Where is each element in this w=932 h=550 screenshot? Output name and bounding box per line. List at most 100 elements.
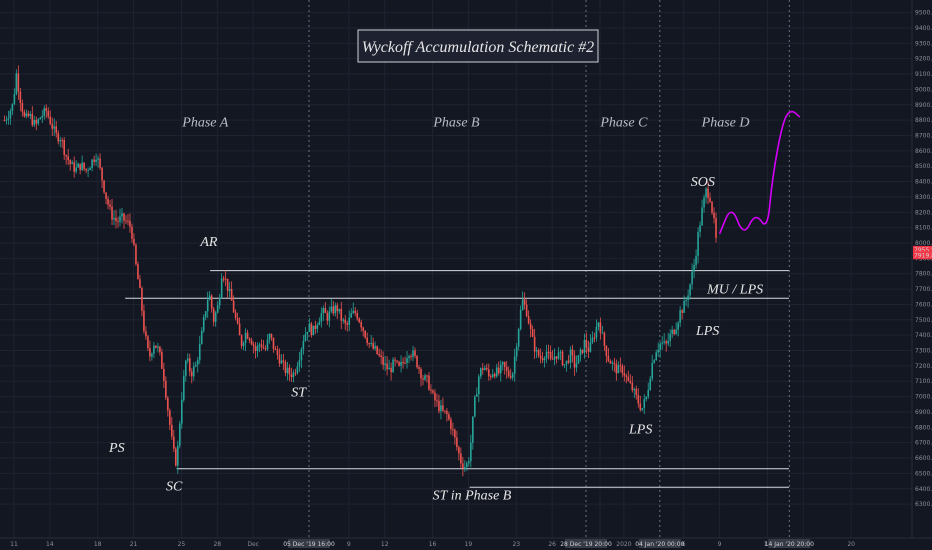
candle-body [561, 351, 564, 366]
candle-body [179, 423, 181, 446]
candle-body [37, 119, 40, 124]
price-tick-label: 8400.0 [915, 179, 932, 186]
candle-body [55, 126, 58, 133]
candle-body [133, 238, 135, 245]
candle-body [167, 397, 169, 411]
price-tick-label: 9000.0 [915, 86, 932, 93]
candle-body [489, 376, 492, 378]
price-tick-label: 9400.0 [915, 25, 932, 32]
candle-body [625, 375, 628, 377]
candle-body [581, 349, 584, 353]
candle-body [603, 332, 606, 346]
candle-body [71, 162, 73, 165]
candle-body [585, 339, 588, 348]
candle-body [346, 323, 349, 325]
price-tick-label: 7400.0 [915, 332, 932, 339]
candle-body [691, 271, 693, 285]
candle-body [109, 204, 111, 207]
candle-body [499, 364, 502, 374]
candle-body [39, 117, 42, 120]
candle-body [613, 362, 616, 364]
candle-body [641, 408, 644, 410]
candle-body [145, 331, 147, 337]
price-tick-label: 6700.0 [915, 440, 932, 447]
time-tag-label: 05 Dec '19 16:00 [283, 541, 335, 548]
candle-body [623, 372, 626, 376]
candle-body [292, 372, 295, 378]
candle-body [350, 313, 353, 318]
candle-body [699, 225, 701, 233]
candle-body [45, 108, 48, 111]
time-tag-label: 04 Jan '20 00:00 [635, 541, 684, 548]
price-tick-label: 7800.0 [915, 271, 932, 278]
candle-body [579, 349, 582, 356]
candle-body [125, 220, 127, 222]
candle-body [69, 160, 71, 165]
candle-body [268, 333, 271, 340]
candle-body [444, 410, 446, 412]
candle-body [306, 331, 309, 335]
candle-body [651, 362, 654, 379]
time-tick-label: 20 [847, 541, 855, 548]
price-tick-label: 8200.0 [915, 209, 932, 216]
candle-body [655, 352, 658, 361]
candle-body [547, 351, 550, 353]
candle-body [466, 463, 468, 468]
candle-body [450, 419, 452, 430]
candle-body [3, 120, 6, 122]
candle-body [661, 342, 663, 344]
price-tick-label: 8800.0 [915, 117, 932, 124]
candle-body [539, 355, 542, 359]
candle-body [182, 375, 185, 400]
candle-body [81, 162, 83, 170]
candle-body [633, 389, 636, 391]
candle-body [607, 356, 610, 361]
forecast-line [718, 110, 801, 235]
candle-body [364, 330, 366, 338]
candle-body [119, 216, 121, 222]
candle-body [188, 358, 191, 372]
candle-body [392, 359, 394, 373]
candle-body [378, 353, 380, 356]
phase-label: Phase A [181, 115, 228, 130]
candle-body [35, 119, 38, 124]
candle-body [495, 367, 498, 377]
candle-body [264, 348, 267, 350]
price-tick-label: 6600.0 [915, 455, 932, 462]
candle-body [370, 343, 372, 345]
time-tick-label: 14 [46, 541, 54, 548]
candle-body [218, 298, 221, 306]
annotation-label: PS [108, 441, 125, 456]
candle-body [121, 213, 123, 217]
candle-body [529, 323, 532, 330]
candle-body [200, 330, 203, 344]
candle-body [79, 163, 81, 170]
candle-body [360, 322, 362, 328]
candle-body [537, 350, 540, 356]
candle-body [454, 429, 456, 438]
candle-body [448, 414, 450, 420]
candle-body [308, 323, 311, 332]
candle-body [155, 345, 157, 348]
candle-body [543, 358, 546, 361]
candle-body [228, 289, 231, 291]
candle-body [491, 374, 494, 377]
candle-body [65, 154, 67, 157]
time-tick-label: 26 [548, 541, 556, 548]
candle-body [396, 360, 398, 362]
candle-body [310, 323, 313, 336]
candle-body [135, 244, 137, 265]
candle-body [214, 312, 217, 322]
candle-body [240, 335, 243, 347]
candle-body [23, 111, 26, 117]
candle-body [238, 323, 241, 336]
price-tick-label: 8000.0 [915, 240, 932, 247]
candle-body [206, 299, 209, 312]
candle-body [318, 321, 321, 325]
candle-body [468, 461, 470, 464]
candle-body [316, 324, 319, 329]
price-tick-label: 8600.0 [915, 148, 932, 155]
forecast-path [718, 110, 801, 235]
price-tick-label: 7500.0 [915, 317, 932, 324]
candle-body [49, 116, 52, 124]
